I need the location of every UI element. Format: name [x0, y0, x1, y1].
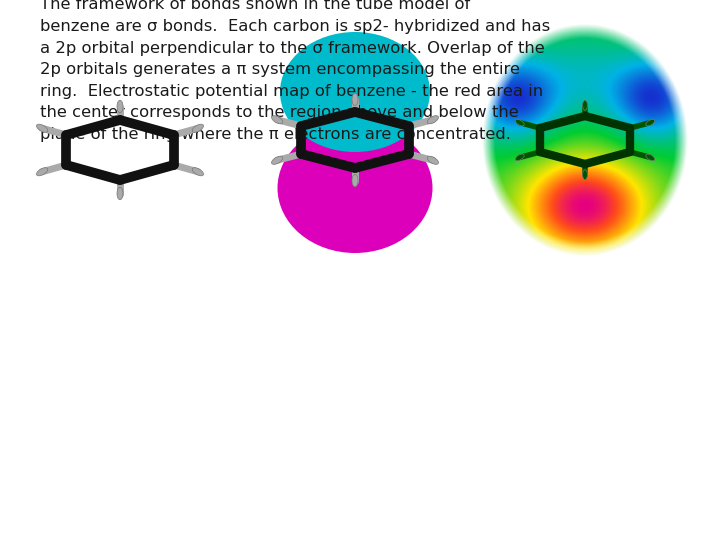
Ellipse shape [536, 126, 544, 130]
Ellipse shape [271, 116, 283, 124]
Ellipse shape [117, 100, 123, 113]
Ellipse shape [582, 113, 589, 118]
Ellipse shape [582, 161, 589, 166]
Ellipse shape [116, 117, 125, 123]
Ellipse shape [582, 100, 588, 110]
Ellipse shape [516, 119, 524, 126]
Ellipse shape [351, 109, 359, 115]
Ellipse shape [169, 132, 178, 138]
Ellipse shape [405, 123, 413, 129]
Ellipse shape [192, 124, 204, 132]
Ellipse shape [646, 119, 654, 126]
Ellipse shape [427, 116, 438, 124]
Ellipse shape [646, 154, 654, 161]
Ellipse shape [271, 156, 283, 164]
Ellipse shape [626, 126, 634, 130]
Ellipse shape [427, 156, 438, 164]
Ellipse shape [352, 93, 358, 106]
Ellipse shape [37, 168, 48, 176]
Ellipse shape [117, 187, 123, 200]
Ellipse shape [116, 177, 124, 183]
Ellipse shape [62, 132, 71, 138]
Ellipse shape [62, 162, 71, 168]
Ellipse shape [351, 165, 359, 171]
Ellipse shape [169, 162, 178, 168]
Ellipse shape [280, 32, 430, 152]
Ellipse shape [37, 124, 48, 132]
Ellipse shape [297, 151, 305, 157]
Ellipse shape [192, 168, 204, 176]
Ellipse shape [516, 154, 524, 161]
Ellipse shape [352, 174, 358, 187]
Text: The framework of bonds shown in the tube model of
benzene are σ bonds.  Each car: The framework of bonds shown in the tube… [40, 0, 550, 142]
Ellipse shape [626, 150, 634, 154]
Ellipse shape [277, 123, 433, 253]
Ellipse shape [405, 151, 413, 157]
Ellipse shape [536, 150, 544, 154]
Ellipse shape [582, 170, 588, 180]
Ellipse shape [297, 123, 305, 129]
